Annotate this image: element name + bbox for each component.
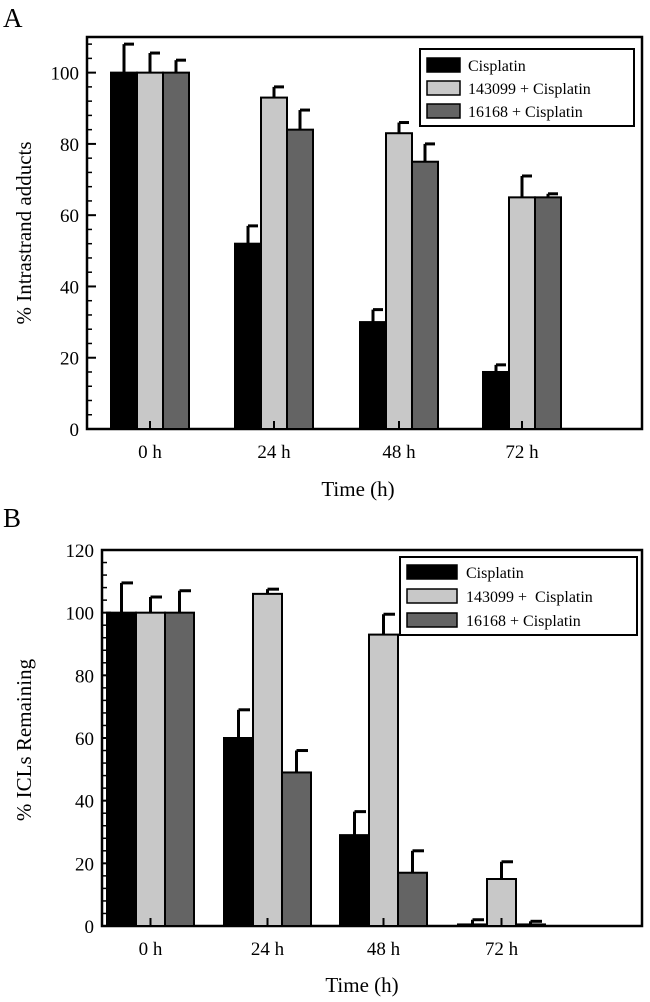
bar-24h-series-3 [286,128,314,430]
x-tick-label: 24 h [257,442,291,463]
panel-a-legend-swatch-3 [426,103,461,119]
bar-48h-series-2 [385,132,413,431]
y-tick-label: 20 [60,349,79,370]
y-tick-label: 0 [70,420,80,441]
bar-24h-series-1 [223,737,254,927]
y-tick-label: 60 [60,206,79,227]
y-tick-label: 60 [75,729,94,750]
panel-a-x-axis: 0 h 24 h 48 h 72 h [138,421,539,463]
bar-0h-series-1 [106,611,137,928]
bar-72h-series-2 [508,196,536,430]
panel-a-x-axis-label: Time (h) [321,477,394,501]
panel-a-legend-label-2: 143099 + Cisplatin [468,81,591,98]
bar-72h-series-1 [457,923,488,928]
bar-0h-series-3 [162,71,190,431]
panel-b-y-axis-label: % ICLs Remaining [12,658,36,821]
panel-b-y-axis: 0 20 40 60 80 100 120 [66,541,111,938]
y-tick-label: 100 [66,604,95,625]
x-tick-label: 0 h [138,442,162,463]
panel-b-legend-label-1: Cisplatin [466,565,524,582]
bar-0h-series-3 [164,611,195,928]
x-tick-label: 72 h [505,442,539,463]
panel-b-legend-label-2: 143099 + Cisplatin [466,589,593,606]
bar-24h-series-2 [260,96,288,430]
panel-a-legend-swatch-2 [426,80,461,96]
panel-b-legend-swatch-3 [406,612,458,628]
panel-a-legend: Cisplatin 143099 + Cisplatin 16168 + Cis… [419,48,635,127]
panel-a-y-axis-label: % Intrastrand adducts [12,141,36,324]
y-tick-label: 0 [85,917,95,938]
x-tick-label: 72 h [485,939,519,960]
x-tick-label: 24 h [251,939,285,960]
x-tick-label: 0 h [139,939,163,960]
panel-b-x-axis-label: Time (h) [325,973,398,997]
panel-a-legend-label-1: Cisplatin [468,58,526,75]
x-tick-label: 48 h [382,442,416,463]
panel-a-bars [110,42,562,431]
bar-48h-series-1 [359,321,387,430]
bar-48h-series-3 [397,871,428,928]
panel-b-legend-label-3: 16168 + Cisplatin [466,613,581,630]
panel-b-legend-swatch-2 [406,588,458,604]
y-tick-label: 80 [75,666,94,687]
bar-48h-series-3 [411,160,439,431]
panel-b-legend-swatch-1 [406,564,458,580]
bar-0h-series-2 [136,71,164,431]
bar-48h-series-1 [339,834,370,928]
x-tick-label: 48 h [367,939,401,960]
bar-48h-series-2 [368,633,399,927]
y-tick-label: 80 [60,135,79,156]
bar-72h-series-1 [482,370,510,430]
bar-24h-series-1 [234,242,262,430]
y-tick-label: 120 [66,541,95,562]
panel-a-legend-label-3: 16168 + Cisplatin [468,104,583,121]
panel-b-letter: B [3,503,21,533]
bar-24h-series-2 [252,592,283,927]
panel-a-chart: A 0 20 40 60 80 100 0 h 24 h 48 h 72 h % Intrast… [3,3,644,501]
y-tick-label: 40 [60,277,79,298]
bar-0h-series-1 [110,71,138,431]
panel-a-letter: A [3,3,23,33]
panel-b-legend: Cisplatin 143099 + Cisplatin 16168 + Cis… [399,556,638,636]
y-tick-label: 20 [75,854,94,875]
y-tick-label: 40 [75,792,94,813]
bar-72h-series-3 [534,196,562,430]
bar-72h-series-3 [515,923,546,928]
panel-a-legend-swatch-1 [426,57,461,73]
bar-24h-series-3 [281,771,312,928]
bar-0h-series-2 [135,611,166,928]
panel-b-x-axis: 0 h 24 h 48 h 72 h [139,918,519,960]
y-tick-label: 100 [51,64,80,85]
panel-a-y-axis: 0 20 40 60 80 100 [51,43,96,441]
panel-b-chart: B 0 20 40 60 80 100 120 0 h 24 h 48 h 72 h % ICLs… [3,503,644,997]
